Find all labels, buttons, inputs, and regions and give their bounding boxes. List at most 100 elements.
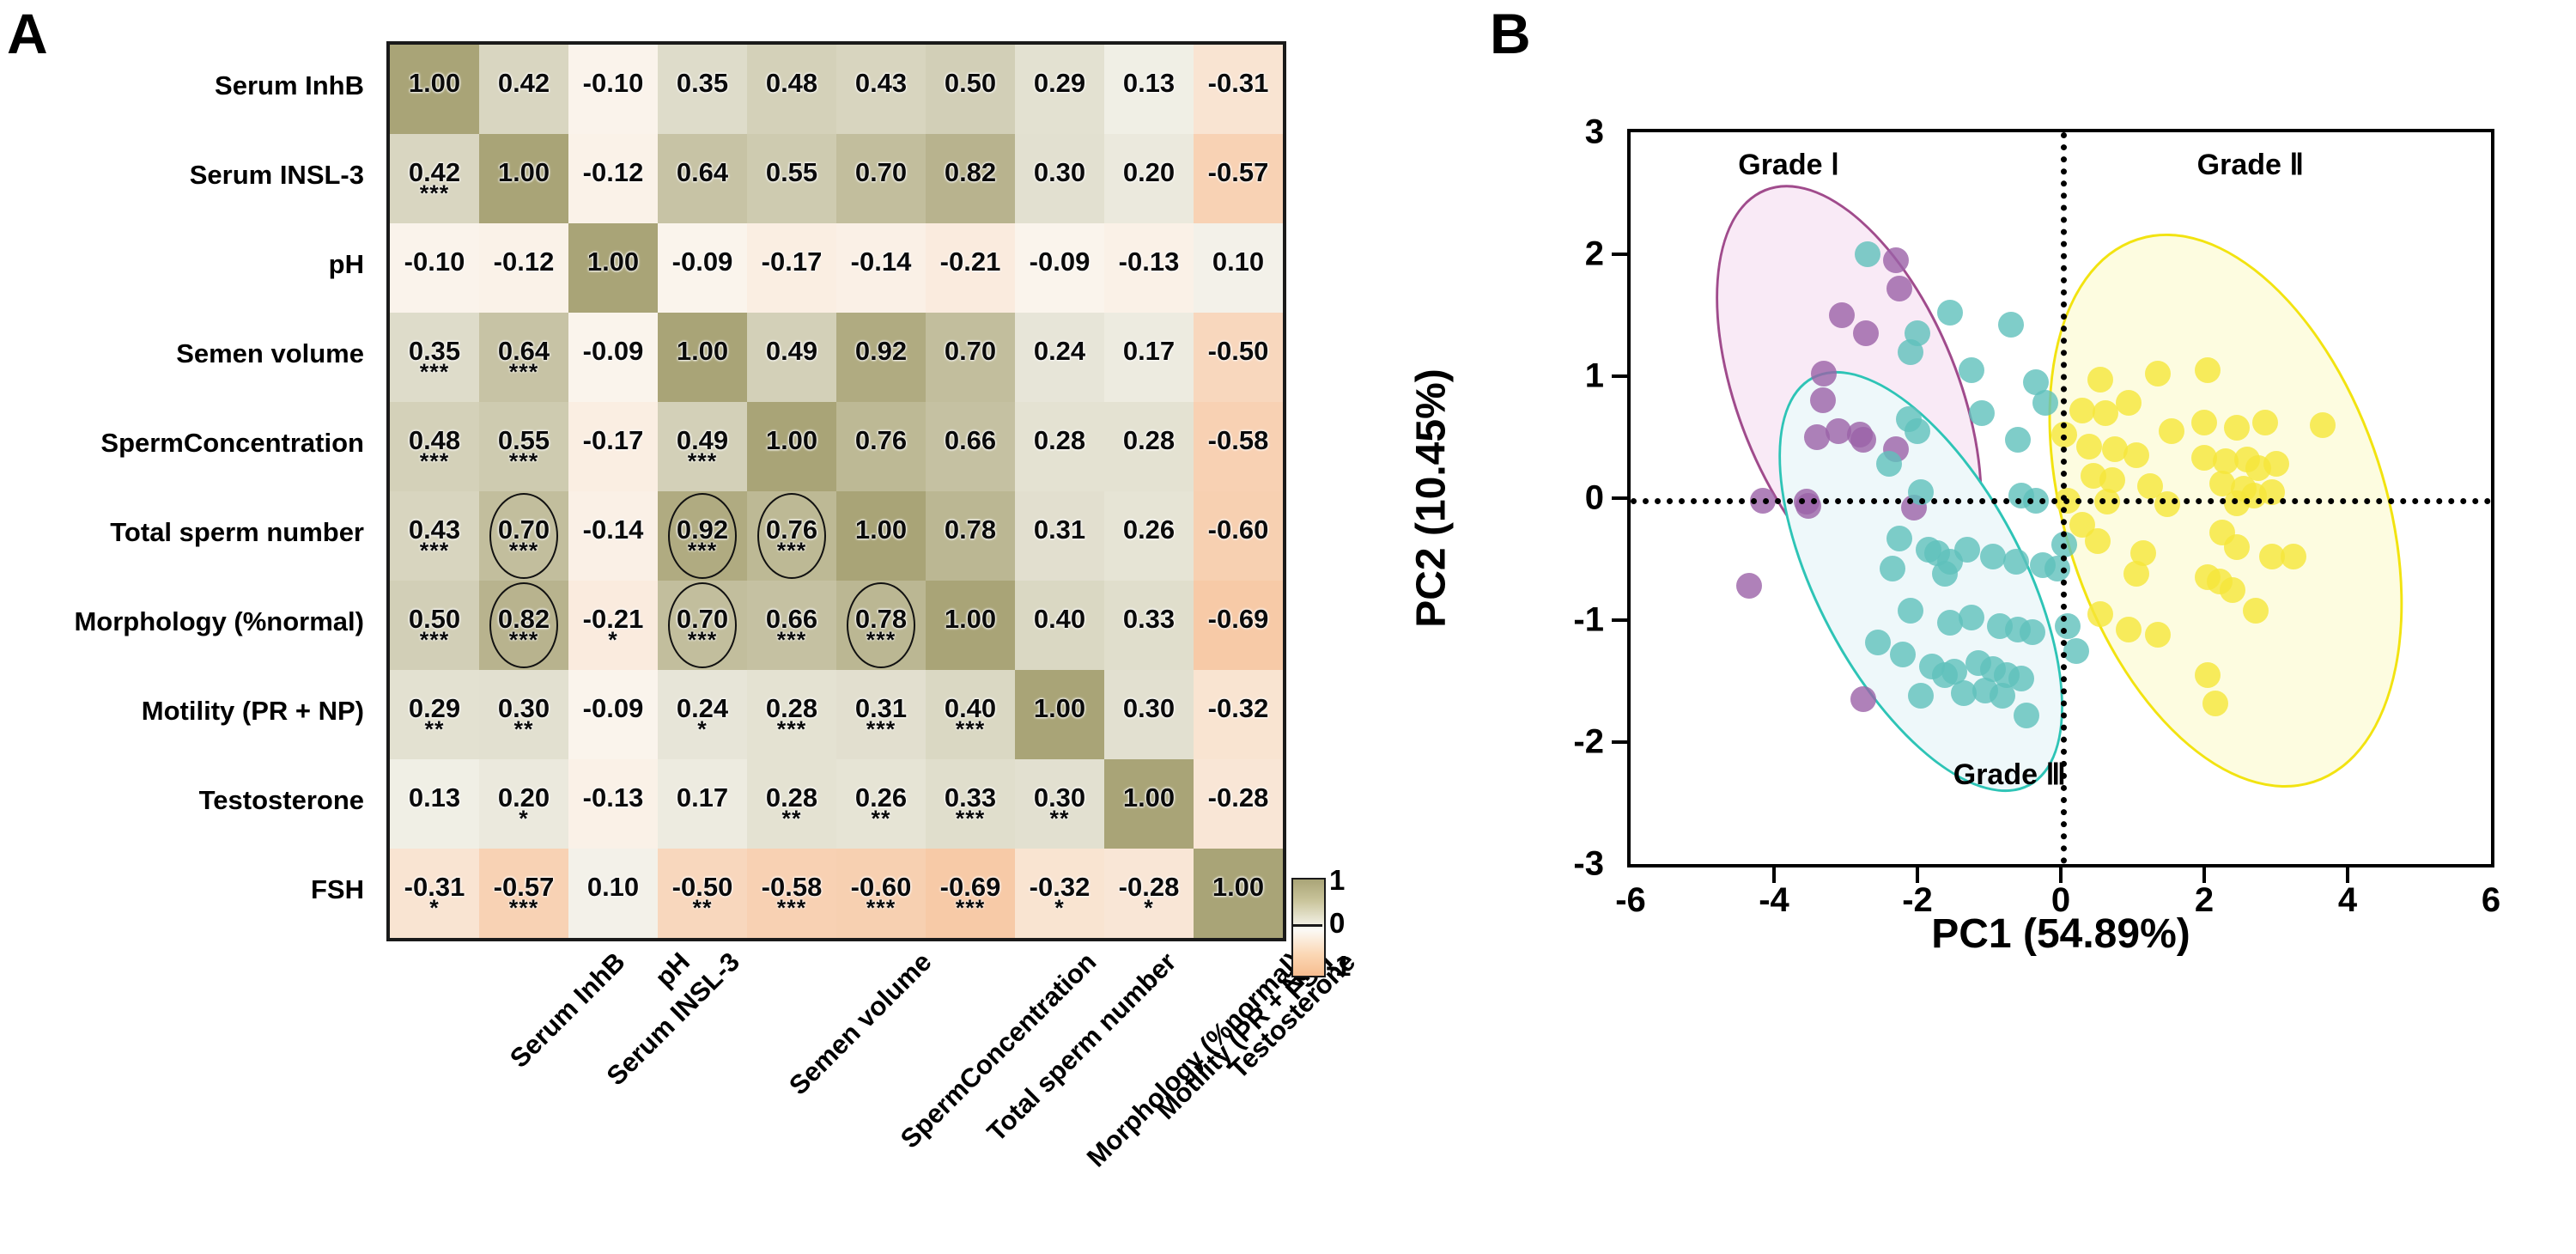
scatter-point [2195, 661, 2221, 688]
scatter-point [1897, 338, 1923, 365]
heatmap-cell-value: -0.21 [939, 246, 1001, 277]
heatmap-cell-value: 0.70 [944, 335, 997, 366]
highlight-circle [668, 582, 737, 668]
heatmap-cell: -0.14 [836, 223, 926, 313]
table-row: 0.50 *** 0.82 *** -0.21 * 0.70 *** 0.66 *** 0.78 **… [388, 581, 1285, 670]
heatmap-cell-value: -0.17 [582, 424, 644, 455]
scatter-point [2092, 399, 2118, 426]
heatmap-cell: 0.42 *** [388, 134, 479, 223]
pca-scatter-plot: Grade Ⅰ Grade Ⅱ Grade Ⅲ 3 2 1 0 -1 -2 -3 -6 -4 -2 0 2… [1573, 113, 2500, 920]
heatmap-cell: 0.35 *** [388, 313, 479, 402]
heatmap-cell: -0.58 [1194, 402, 1285, 491]
scatter-point [2159, 417, 2185, 444]
scatter-point [1954, 536, 1981, 563]
scatter-point [2101, 436, 2128, 463]
heatmap-cell-value: 0.30 [497, 692, 550, 723]
heatmap-cell: 0.20 [1104, 134, 1194, 223]
pca-x-axis-title: PC1 (54.89%) [1931, 911, 2190, 957]
heatmap-cell-value: 0.31 [854, 692, 908, 723]
scatter-point [2013, 702, 2039, 728]
scatter-point [1795, 492, 1822, 519]
heatmap-cell: -0.10 [388, 223, 479, 313]
scatter-point [2085, 527, 2111, 554]
reference-line-vertical [2061, 132, 2067, 864]
heatmap-cell-value: 0.29 [1033, 67, 1086, 98]
heatmap-cell: -0.21 [926, 223, 1015, 313]
scatter-point [1854, 241, 1880, 267]
heatmap-row-label: FSH [311, 874, 364, 904]
scatter-point [1865, 629, 1892, 655]
heatmap-colorbar: 1 0 -1 [1291, 866, 1351, 980]
heatmap-cell-value: 0.82 [944, 156, 997, 187]
heatmap-cell: -0.58 *** [747, 849, 836, 940]
heatmap-cell-significance: *** [776, 626, 807, 653]
colorbar-tick-max: 1 [1329, 864, 1346, 896]
heatmap-cell-value: -0.13 [582, 782, 644, 813]
heatmap-column-label: Semen volume [783, 947, 938, 1101]
scatter-point [2123, 442, 2149, 469]
scatter-point [2076, 434, 2103, 460]
heatmap-cell-significance: ** [424, 715, 445, 742]
heatmap-column-label: Serum InhB [503, 947, 631, 1074]
heatmap-cell: 1.00 [479, 134, 568, 223]
table-row: 1.00 0.42 -0.10 0.35 0.48 0.43 0.50 0.29 0.13 -0.… [388, 43, 1285, 134]
pca-y-tick-label: -1 [1573, 600, 1604, 639]
heatmap-cell-value: 0.92 [854, 335, 908, 366]
heatmap-cell-value: -0.50 [671, 871, 733, 902]
scatter-point [2154, 491, 2180, 518]
heatmap-cell: 0.82 [926, 134, 1015, 223]
heatmap-cell-value: -0.31 [404, 871, 465, 902]
scatter-point [1875, 451, 1902, 478]
scatter-point [2099, 466, 2126, 493]
heatmap-cell: 0.55 *** [479, 402, 568, 491]
heatmap-cell: 1.00 [747, 402, 836, 491]
heatmap-cell: 0.50 *** [388, 581, 479, 670]
heatmap-cell-value: 1.00 [1212, 871, 1265, 902]
heatmap-cell: 1.00 [1104, 759, 1194, 849]
heatmap-cell: -0.28 [1194, 759, 1285, 849]
heatmap-cell-significance: *** [776, 894, 807, 921]
heatmap-row-label: Morphology (%normal) [74, 606, 364, 636]
heatmap-cell-significance: ** [781, 805, 802, 831]
heatmap-cell-value: -0.60 [1207, 514, 1269, 545]
heatmap-cell: 0.76 [836, 402, 926, 491]
scatter-point [2263, 451, 2289, 478]
heatmap-cell-value: 1.00 [497, 156, 550, 187]
scatter-point [2223, 414, 2250, 441]
heatmap-cell: 1.00 [568, 223, 658, 313]
heatmap-cell: -0.10 [568, 43, 658, 134]
heatmap-cell: 0.10 [568, 849, 658, 940]
scatter-point [2123, 561, 2149, 587]
pca-y-tick-label: 0 [1584, 478, 1604, 517]
heatmap-cell: 0.92 [836, 313, 926, 402]
scatter-point [1850, 426, 1877, 453]
heatmap-row-label: Serum InhB [215, 70, 364, 100]
scatter-point [1908, 683, 1935, 709]
heatmap-cell: -0.09 [568, 670, 658, 759]
heatmap-cell-value: 0.76 [854, 424, 908, 455]
heatmap-cell-significance: *** [687, 537, 718, 563]
heatmap-cell-value: -0.09 [671, 246, 733, 277]
scatter-point [1735, 573, 1762, 600]
scatter-point [1852, 320, 1879, 347]
heatmap-cell-value: 0.24 [676, 692, 729, 723]
heatmap-cell: 0.33 *** [926, 759, 1015, 849]
heatmap-cell-value: 0.50 [944, 67, 997, 98]
heatmap-row-label: Semen volume [176, 338, 364, 368]
scatter-point [2251, 409, 2278, 435]
scatter-point [1969, 399, 1996, 426]
scatter-point [1811, 361, 1838, 387]
heatmap-cell-significance: * [519, 805, 529, 831]
heatmap-cell-significance: *** [687, 447, 718, 474]
heatmap-cell-value: 0.48 [408, 424, 461, 455]
heatmap-cell: 0.76 *** [747, 491, 836, 581]
heatmap-cell-value: 0.70 [854, 156, 908, 187]
heatmap-cell: 0.70 *** [479, 491, 568, 581]
heatmap-cell-value: 1.00 [586, 246, 640, 277]
heatmap-cell: -0.13 [568, 759, 658, 849]
heatmap-cell: -0.60 [1194, 491, 1285, 581]
heatmap-cell: 0.70 *** [658, 581, 747, 670]
scatter-point [1958, 356, 1984, 383]
heatmap-cell: 0.40 [1015, 581, 1104, 670]
heatmap-row-label: Motility (PR + NP) [141, 696, 364, 726]
